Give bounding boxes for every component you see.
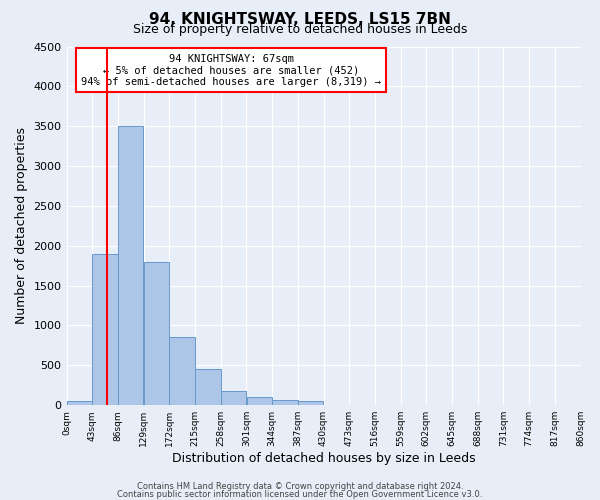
X-axis label: Distribution of detached houses by size in Leeds: Distribution of detached houses by size … (172, 452, 475, 465)
Text: 94, KNIGHTSWAY, LEEDS, LS15 7BN: 94, KNIGHTSWAY, LEEDS, LS15 7BN (149, 12, 451, 28)
Bar (118, 126, 143, 405)
Bar (67, 401, 92, 405)
Bar (272, 400, 298, 405)
Bar (92, 254, 118, 405)
Text: Contains public sector information licensed under the Open Government Licence v3: Contains public sector information licen… (118, 490, 482, 499)
Bar (169, 338, 195, 405)
Text: Contains HM Land Registry data © Crown copyright and database right 2024.: Contains HM Land Registry data © Crown c… (137, 482, 463, 491)
Y-axis label: Number of detached properties: Number of detached properties (15, 128, 28, 324)
Text: 94 KNIGHTSWAY: 67sqm
← 5% of detached houses are smaller (452)
94% of semi-detac: 94 KNIGHTSWAY: 67sqm ← 5% of detached ho… (81, 54, 381, 87)
Bar (298, 401, 323, 405)
Bar (221, 392, 246, 405)
Text: Size of property relative to detached houses in Leeds: Size of property relative to detached ho… (133, 22, 467, 36)
Bar (247, 397, 272, 405)
Bar (144, 262, 169, 405)
Bar (195, 370, 221, 405)
